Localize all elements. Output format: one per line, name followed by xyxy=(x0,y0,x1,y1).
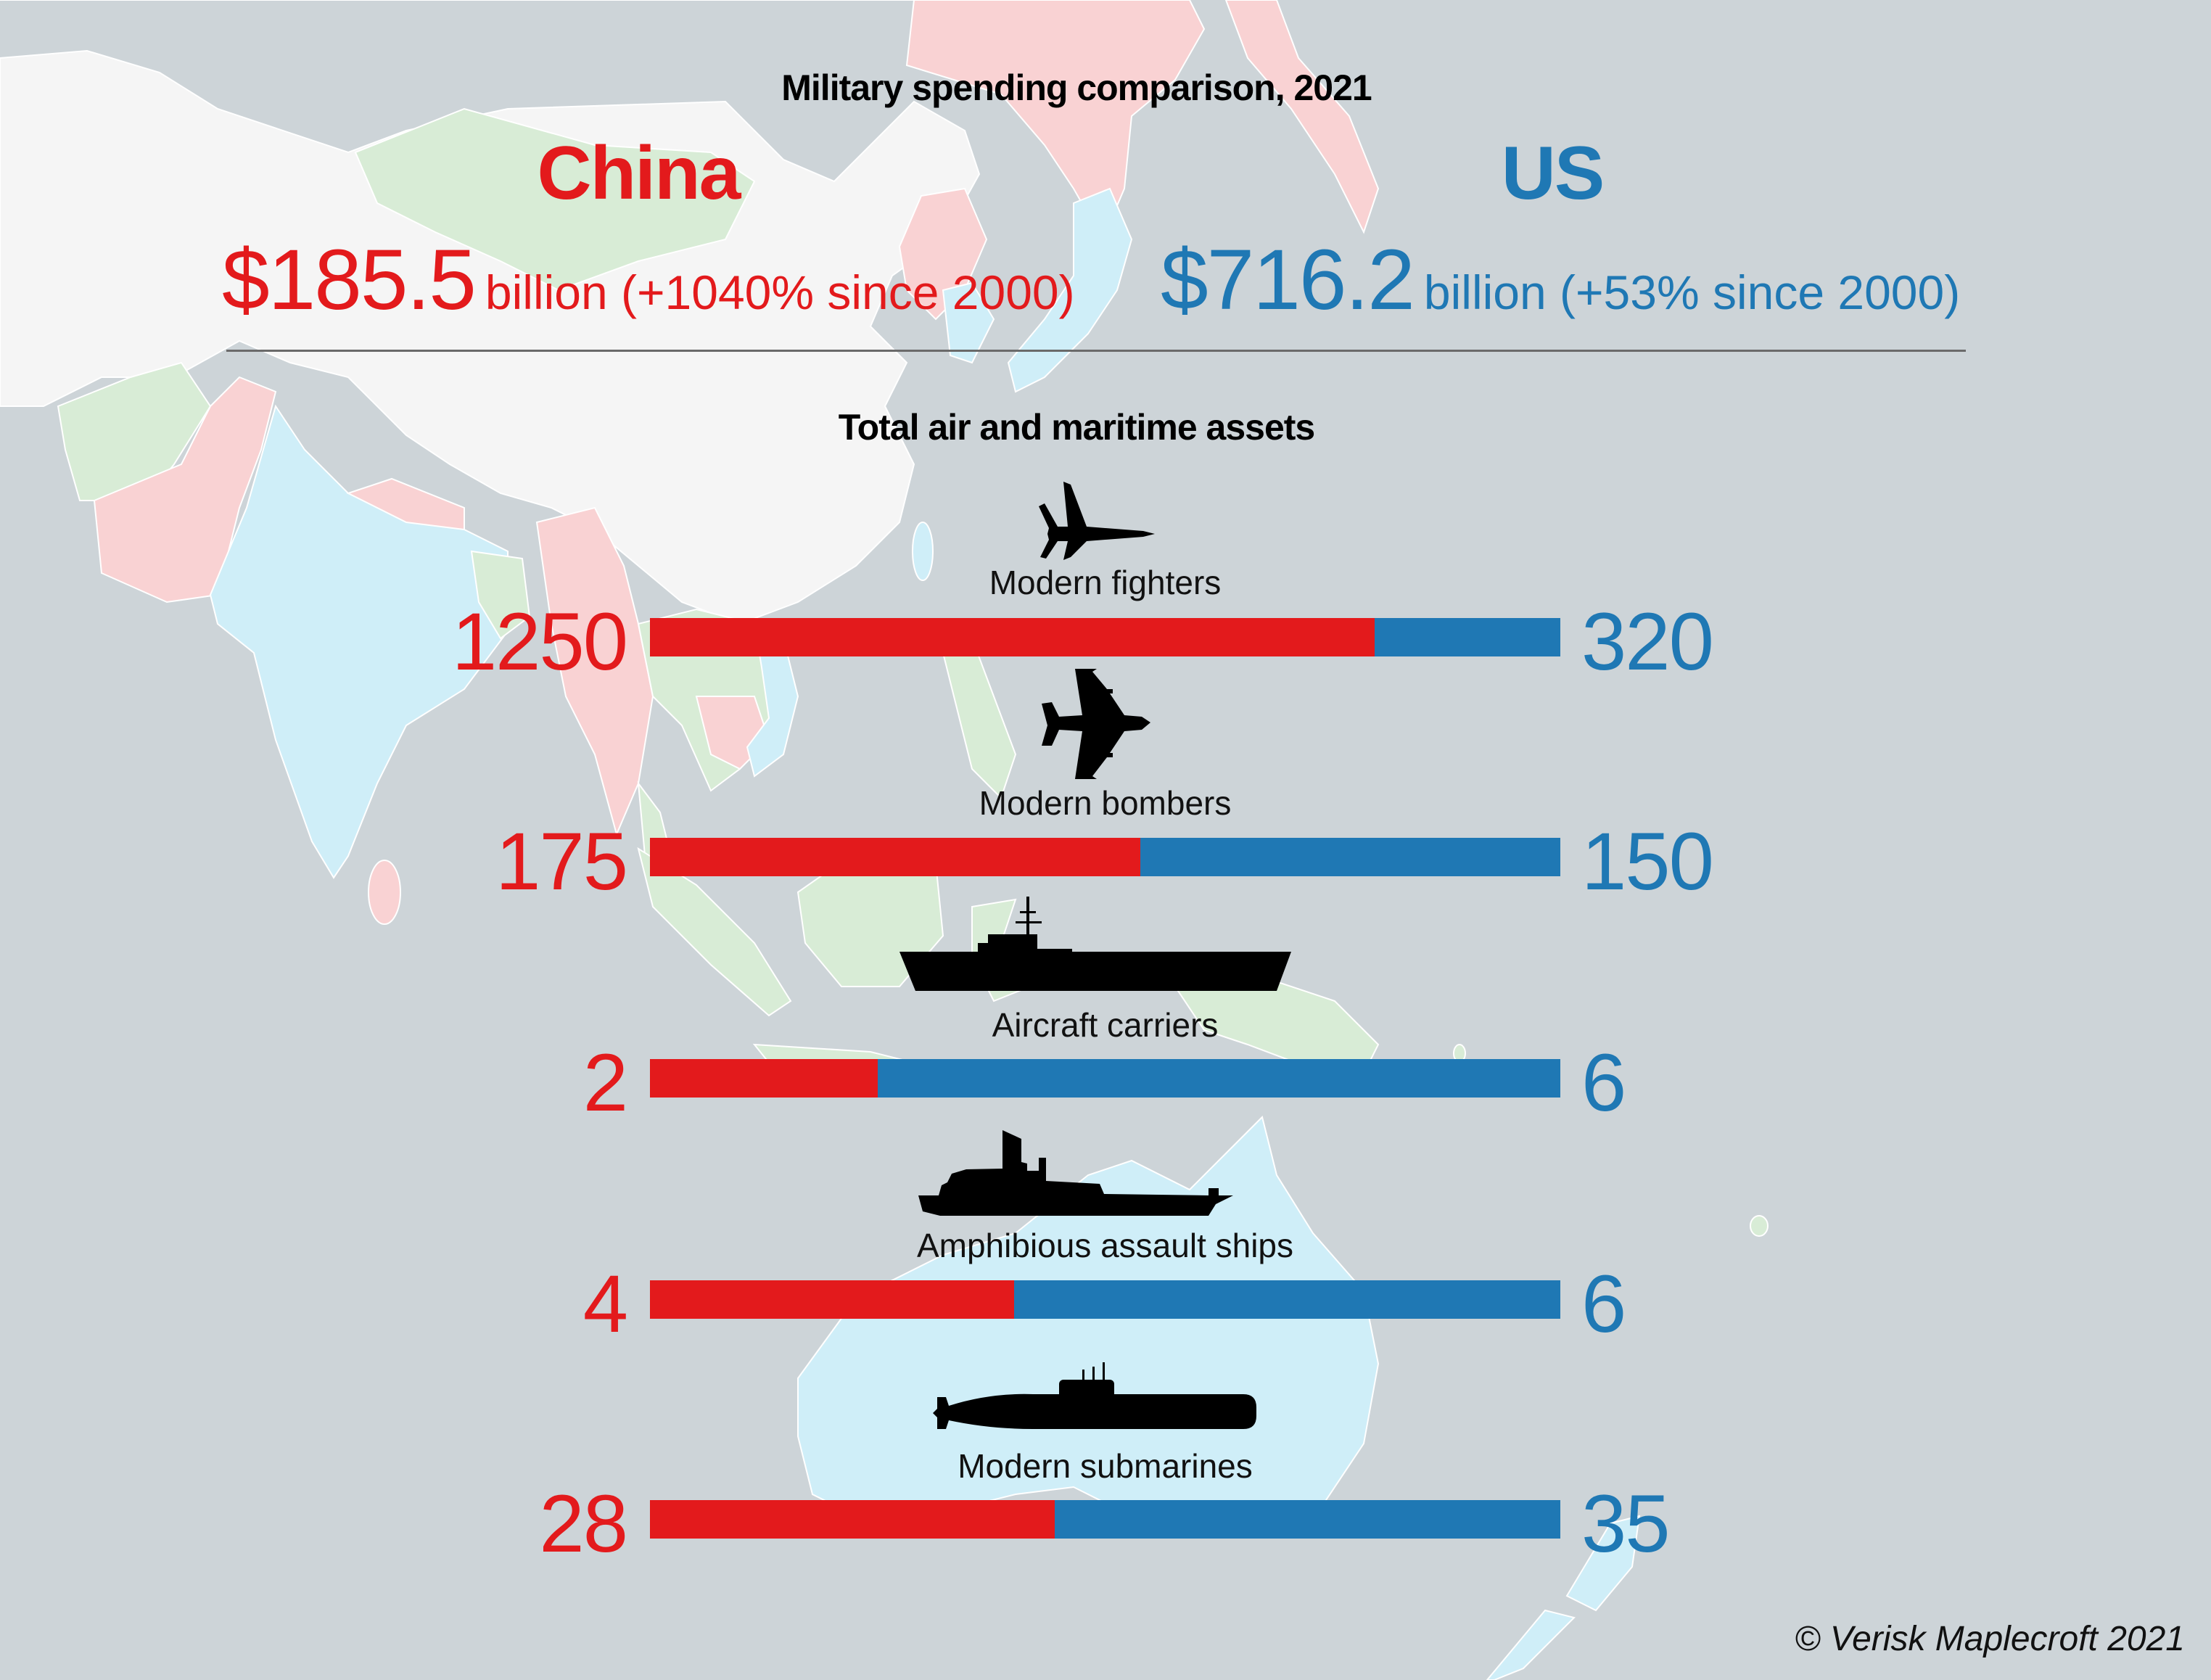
bar-fighters xyxy=(650,618,1560,656)
bar-amphibious xyxy=(650,1280,1560,1319)
us-spending-detail: billion (+53% since 2000) xyxy=(1423,265,1961,319)
row-label-carriers: Aircraft carriers xyxy=(992,1006,1219,1044)
china-value-submarines: 28 xyxy=(539,1478,628,1569)
us-value-amphibious: 6 xyxy=(1581,1259,1626,1349)
china-label: China xyxy=(537,131,741,215)
row-label-submarines: Modern submarines xyxy=(958,1447,1253,1485)
us-value-fighters: 320 xyxy=(1581,596,1714,687)
china-bar-carriers xyxy=(650,1059,878,1098)
us-value-bombers: 150 xyxy=(1581,816,1714,907)
china-bar-submarines xyxy=(650,1500,1055,1539)
china-spending: $185.5 billion (+1040% since 2000) xyxy=(222,231,1075,329)
china-spending-amount: $185.5 xyxy=(222,232,477,328)
amphibious-ship-icon xyxy=(918,1130,1233,1216)
aircraft-carrier-icon xyxy=(899,897,1291,991)
china-value-amphibious: 4 xyxy=(582,1259,628,1349)
us-label: US xyxy=(1501,131,1605,215)
china-bar-amphibious xyxy=(650,1280,1014,1319)
us-value-carriers: 6 xyxy=(1581,1037,1626,1128)
us-bar-submarines xyxy=(1055,1500,1560,1539)
submarine-icon xyxy=(933,1362,1256,1429)
china-value-bombers: 175 xyxy=(495,816,628,907)
us-bar-fighters xyxy=(1375,618,1560,656)
bar-submarines xyxy=(650,1500,1560,1539)
china-bar-bombers xyxy=(650,838,1140,876)
fighter-jet-icon xyxy=(1039,482,1155,560)
us-spending: $716.2 billion (+53% since 2000) xyxy=(1161,231,1960,329)
copyright-credit: © Verisk Maplecroft 2021 xyxy=(1795,1620,2185,1658)
china-value-fighters: 1250 xyxy=(451,596,628,687)
us-bar-bombers xyxy=(1140,838,1560,876)
us-bar-carriers xyxy=(878,1059,1560,1098)
row-label-bombers: Modern bombers xyxy=(979,784,1232,822)
bomber-plane-icon xyxy=(1042,669,1150,779)
us-spending-amount: $716.2 xyxy=(1161,232,1415,328)
us-value-submarines: 35 xyxy=(1581,1478,1671,1569)
row-label-amphibious: Amphibious assault ships xyxy=(916,1227,1294,1264)
chart-title: Military spending comparison, 2021 xyxy=(781,67,1372,108)
china-bar-fighters xyxy=(650,618,1375,656)
china-value-carriers: 2 xyxy=(582,1037,628,1128)
us-bar-amphibious xyxy=(1014,1280,1560,1319)
row-label-fighters: Modern fighters xyxy=(989,564,1222,601)
china-spending-detail: billion (+1040% since 2000) xyxy=(485,265,1075,319)
bar-bombers xyxy=(650,838,1560,876)
section-divider xyxy=(226,350,1966,352)
assets-subtitle: Total air and maritime assets xyxy=(838,407,1315,448)
bar-carriers xyxy=(650,1059,1560,1098)
